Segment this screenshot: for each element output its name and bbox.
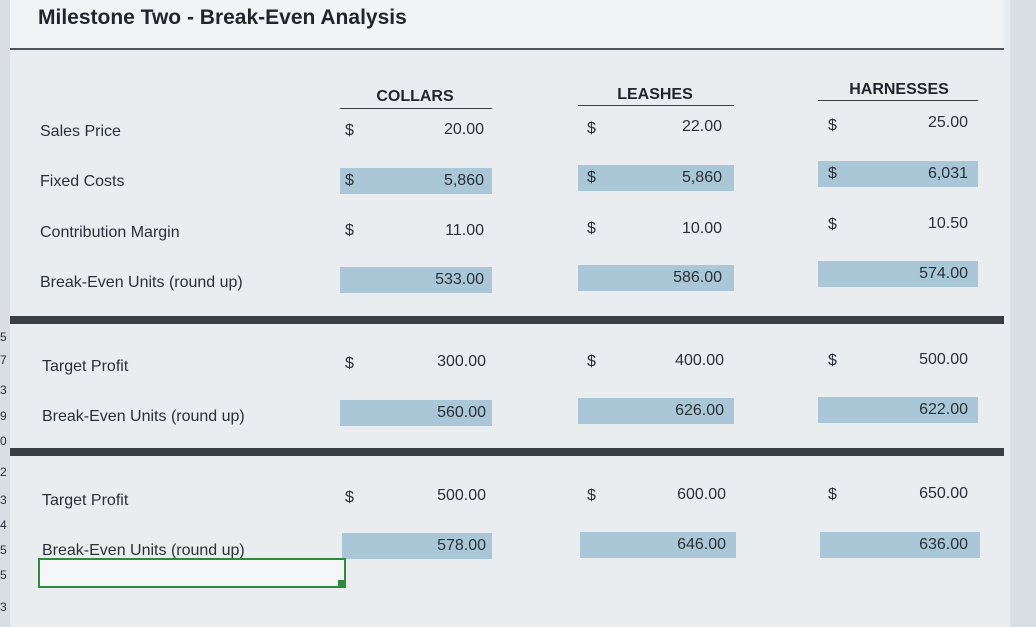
column-header-harnesses: HARNESSES (849, 81, 949, 98)
cell-harnesses-break-even-units-bg (818, 397, 978, 423)
cell-leashes-fixed-costs[interactable]: 5,860 (681, 169, 722, 186)
row-label-break-even-units: Break-Even Units (round up) (42, 408, 245, 425)
cell-collars-break-even-units-bg (340, 400, 492, 426)
cell-harnesses-fixed-costs[interactable]: 6,031 (927, 165, 968, 182)
cell-collars-contribution-margin[interactable]: 11.00 (445, 222, 484, 239)
cell-leashes-break-even-units[interactable]: 586.00 (673, 269, 722, 286)
row-label-target-profit: Target Profit (42, 358, 129, 375)
currency-symbol: $ (828, 165, 837, 182)
cell-harnesses-target-profit[interactable]: 650.00 (919, 485, 968, 502)
currency-symbol: $ (345, 122, 354, 139)
row-label-break-even-units: Break-Even Units (round up) (40, 274, 243, 291)
cell-leashes-break-even-units[interactable]: 626.00 (675, 402, 724, 419)
currency-symbol: $ (345, 222, 354, 239)
row-number: 5 (0, 543, 7, 557)
row-number: 3 (0, 493, 7, 507)
cell-harnesses-sales-price[interactable]: 25.00 (927, 114, 968, 131)
cell-collars-break-even-units-bg (340, 267, 492, 293)
row-number: 3 (0, 600, 7, 614)
row-number: 4 (0, 518, 7, 532)
cell-collars-break-even-units[interactable]: 578.00 (437, 537, 486, 554)
cell-leashes-contribution-margin[interactable]: 10.00 (681, 220, 722, 237)
column-header-collars: COLLARS (376, 88, 454, 105)
fill-handle[interactable] (338, 580, 344, 586)
row-number: 5 (0, 568, 7, 582)
cell-leashes-break-even-units[interactable]: 646.00 (677, 536, 726, 553)
cell-collars-break-even-units[interactable]: 560.00 (437, 404, 486, 421)
row-number: 5 (0, 330, 7, 344)
column-underline (578, 105, 734, 106)
section-divider (10, 316, 1004, 324)
currency-symbol: $ (345, 172, 354, 189)
column-underline (818, 100, 978, 101)
row-label-sales-price: Sales Price (40, 123, 121, 140)
cell-harnesses-target-profit[interactable]: 500.00 (919, 351, 968, 368)
spreadsheet-area (10, 0, 1010, 627)
cell-collars-sales-price[interactable]: 20.00 (443, 121, 484, 138)
currency-symbol: $ (587, 353, 596, 370)
cell-harnesses-break-even-units-bg (818, 261, 978, 287)
row-label-target-profit: Target Profit (42, 492, 129, 509)
cell-leashes-target-profit[interactable]: 400.00 (675, 352, 724, 369)
cell-leashes-break-even-units-bg (578, 398, 734, 424)
column-header-leashes: LEASHES (617, 86, 693, 103)
row-number: 9 (0, 409, 7, 423)
cell-leashes-break-even-units-bg (578, 265, 734, 291)
row-number: 7 (0, 353, 7, 367)
currency-symbol: $ (828, 486, 837, 503)
row-label-fixed-costs: Fixed Costs (40, 173, 125, 190)
cell-collars-target-profit[interactable]: 500.00 (437, 487, 486, 504)
column-underline (340, 108, 492, 109)
row-number: 3 (0, 383, 7, 397)
currency-symbol: $ (587, 120, 596, 137)
selected-cell[interactable] (38, 558, 346, 588)
row-number: 2 (0, 465, 7, 479)
currency-symbol: $ (587, 487, 596, 504)
currency-symbol: $ (587, 220, 596, 237)
title-bar: Milestone Two - Break-Even Analysis (10, 0, 1004, 50)
cell-collars-target-profit[interactable]: 300.00 (437, 353, 486, 370)
currency-symbol: $ (345, 355, 354, 372)
currency-symbol: $ (828, 117, 837, 134)
cell-harnesses-contribution-margin[interactable]: 10.50 (927, 215, 968, 232)
cell-harnesses-break-even-units-bg (820, 532, 980, 558)
cell-leashes-sales-price[interactable]: 22.00 (681, 118, 722, 135)
cell-collars-fixed-costs[interactable]: 5,860 (443, 172, 484, 189)
page-title: Milestone Two - Break-Even Analysis (38, 6, 407, 29)
cell-harnesses-break-even-units[interactable]: 622.00 (919, 401, 968, 418)
cell-collars-break-even-units[interactable]: 533.00 (435, 271, 484, 288)
cell-leashes-fixed-costs-bg (578, 165, 734, 191)
row-number: 0 (0, 434, 7, 448)
cell-harnesses-fixed-costs-bg (818, 161, 978, 187)
row-label-contribution-margin: Contribution Margin (40, 224, 180, 241)
cell-collars-fixed-costs-bg (340, 168, 492, 194)
section-divider (10, 448, 1004, 456)
cell-leashes-target-profit[interactable]: 600.00 (677, 486, 726, 503)
cell-collars-break-even-units-bg (342, 533, 492, 559)
currency-symbol: $ (828, 352, 837, 369)
cell-harnesses-break-even-units[interactable]: 574.00 (919, 265, 968, 282)
currency-symbol: $ (828, 216, 837, 233)
currency-symbol: $ (587, 169, 596, 186)
cell-harnesses-break-even-units[interactable]: 636.00 (919, 536, 968, 553)
currency-symbol: $ (345, 489, 354, 506)
row-label-break-even-units: Break-Even Units (round up) (42, 542, 245, 559)
cell-leashes-break-even-units-bg (580, 532, 736, 558)
